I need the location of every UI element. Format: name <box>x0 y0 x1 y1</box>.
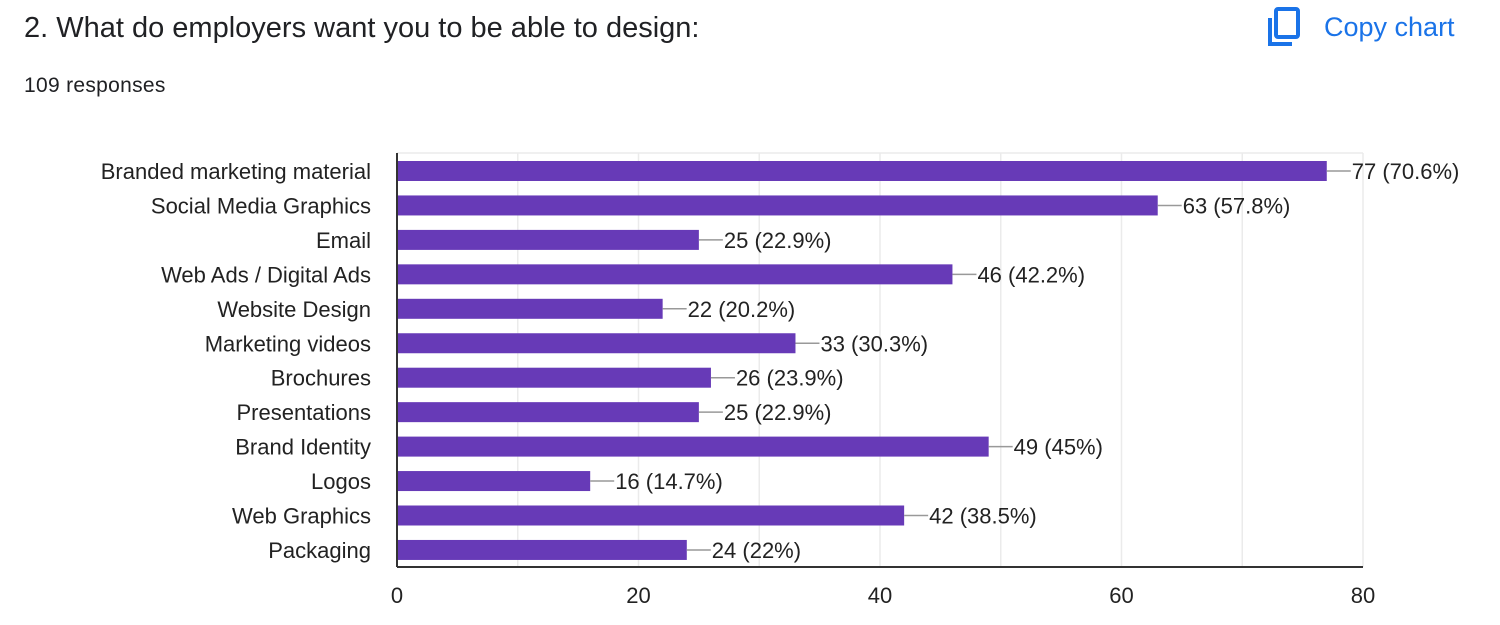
x-tick-label: 20 <box>626 583 650 608</box>
category-label: Brochures <box>271 366 371 391</box>
category-label: Marketing videos <box>205 331 371 356</box>
data-label: 42 (38.5%) <box>929 504 1037 529</box>
category-label: Brand Identity <box>235 435 371 460</box>
data-label: 46 (42.2%) <box>977 262 1085 287</box>
category-label: Web Ads / Digital Ads <box>161 262 371 287</box>
copy-chart-label: Copy chart <box>1324 11 1455 42</box>
bar <box>397 161 1327 181</box>
x-tick-label: 80 <box>1351 583 1375 608</box>
data-label: 25 (22.9%) <box>724 400 832 425</box>
bar <box>397 264 953 285</box>
category-label: Website Design <box>217 297 371 322</box>
bar <box>397 367 711 388</box>
data-label: 24 (22%) <box>712 538 801 563</box>
bar <box>397 505 905 526</box>
data-label: 16 (14.7%) <box>615 469 723 494</box>
data-label: 22 (20.2%) <box>688 297 796 322</box>
category-label: Branded marketing material <box>101 159 371 184</box>
question-title: 2. What do employers want you to be able… <box>24 12 700 44</box>
bar <box>397 333 796 354</box>
data-label: 63 (57.8%) <box>1183 193 1291 218</box>
bar <box>397 298 663 319</box>
category-label: Packaging <box>268 538 371 563</box>
data-label: 33 (30.3%) <box>820 331 928 356</box>
bar <box>397 436 989 457</box>
bar <box>397 539 687 560</box>
category-label: Email <box>316 228 371 253</box>
bar <box>397 402 699 423</box>
data-label: 25 (22.9%) <box>724 228 832 253</box>
category-label: Logos <box>311 469 371 494</box>
copy-icon <box>1268 7 1300 46</box>
x-tick-label: 40 <box>868 583 892 608</box>
x-tick-label: 0 <box>391 583 403 608</box>
bar <box>397 229 699 250</box>
data-label: 49 (45%) <box>1014 435 1103 460</box>
data-label: 77 (70.6%) <box>1352 159 1460 184</box>
copy-chart-button[interactable]: Copy chart <box>1266 6 1455 48</box>
x-tick-label: 60 <box>1109 583 1133 608</box>
response-count: 109 responses <box>24 74 166 97</box>
category-label: Web Graphics <box>232 504 371 529</box>
category-label: Social Media Graphics <box>151 193 371 218</box>
bar <box>397 195 1158 216</box>
category-label: Presentations <box>236 400 371 425</box>
data-label: 26 (23.9%) <box>736 366 844 391</box>
bar <box>397 471 591 492</box>
